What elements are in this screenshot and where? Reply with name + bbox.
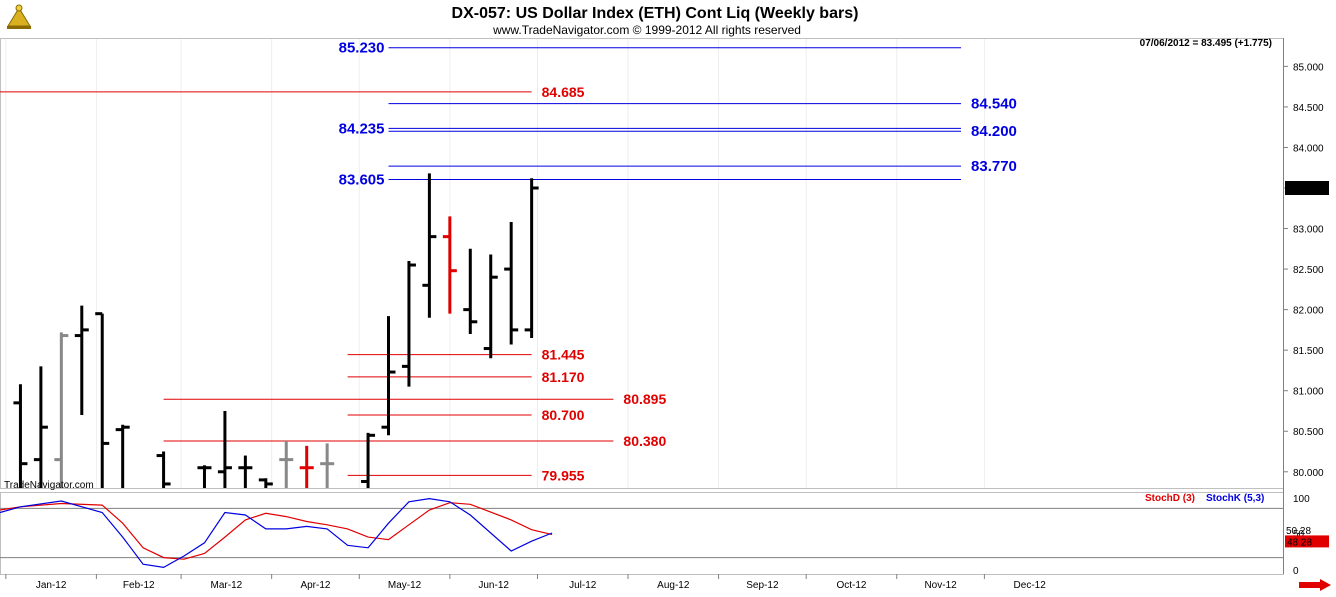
- level-label: 80.700: [542, 407, 585, 423]
- y-tick-label: 80.000: [1293, 468, 1324, 479]
- level-lines: 85.230 84.685 84.540 84.235 84.200 83.770 83.6…: [0, 40, 1017, 483]
- x-tick-label: Jan-12: [36, 580, 67, 591]
- x-tick-label: Oct-12: [836, 580, 866, 591]
- current-value-box: [1285, 181, 1329, 195]
- y-tick-label: 81.500: [1293, 346, 1324, 357]
- y-tick-label: 80.500: [1293, 427, 1324, 438]
- x-tick-label: Apr-12: [300, 580, 330, 591]
- y-tick-label: 85.000: [1293, 62, 1324, 73]
- y-tick-label: 81.000: [1293, 387, 1324, 398]
- ohlc-bar: [299, 445, 314, 488]
- level-label: 83.770: [971, 158, 1017, 175]
- y-tick-label: 84.500: [1293, 103, 1324, 114]
- stoch-y-label: 0: [1293, 566, 1299, 577]
- ohlc-bar: [13, 384, 28, 488]
- x-tick-label: Sep-12: [746, 580, 779, 591]
- ohlc-bar: [258, 478, 273, 488]
- level-label: 81.170: [542, 369, 585, 385]
- level-label: 85.230: [339, 40, 385, 57]
- ohlc-bar: [381, 316, 396, 436]
- stoch-line-k: [0, 497, 553, 569]
- level-label: 80.380: [623, 433, 666, 449]
- ohlc-bar: [524, 178, 539, 338]
- scroll-right-button[interactable]: [1298, 578, 1332, 592]
- y-tick-label: 82.000: [1293, 306, 1324, 317]
- ohlc-bar: [361, 432, 376, 488]
- price-panel: [0, 38, 1284, 575]
- level-label: 84.540: [971, 96, 1017, 113]
- ohlc-bar: [74, 305, 89, 416]
- date-axis: Jan-12 Feb-12 Mar-12 Apr-12 May-12 Jun-12 Jul-…: [5, 574, 1047, 591]
- ohlc-bar: [217, 410, 232, 488]
- logo-icon: [4, 2, 34, 32]
- y-tick-label: 83.000: [1293, 225, 1324, 236]
- level-label: 83.605: [339, 171, 385, 188]
- level-label: 79.955: [542, 467, 585, 483]
- level-label: 81.445: [542, 347, 585, 363]
- stoch-line-d: [0, 502, 553, 560]
- ohlc-bar: [401, 260, 416, 387]
- ohlc-bars: [13, 173, 539, 488]
- watermark: TradeNavigator.com: [4, 480, 94, 491]
- ohlc-bar: [504, 222, 519, 345]
- x-tick-label: Mar-12: [211, 580, 243, 591]
- x-tick-label: Feb-12: [123, 580, 155, 591]
- price-panel-frame: [0, 38, 1284, 489]
- stoch-k-value: 50.28: [1286, 526, 1311, 537]
- y-tick-label: 82.500: [1293, 265, 1324, 276]
- stoch-y-label: 50: [1293, 529, 1305, 540]
- ohlc-bar: [238, 455, 253, 488]
- ohlc-bar: [115, 424, 130, 488]
- ohlc-bar: [54, 332, 69, 488]
- ohlc-bar: [95, 312, 110, 488]
- ohlc-bar: [483, 254, 498, 359]
- ohlc-bar: [320, 443, 335, 488]
- ohlc-bar: [33, 366, 48, 488]
- stoch-y-label: 100: [1293, 494, 1310, 505]
- chart-grid: [5, 38, 985, 488]
- last-price-info: 07/06/2012 = 83.495 (+1.775): [1140, 38, 1272, 49]
- arrow-right-icon: [1299, 579, 1331, 591]
- level-label: 80.895: [623, 391, 666, 407]
- chart-title: DX-057: US Dollar Index (ETH) Cont Liq (…: [452, 5, 859, 22]
- ohlc-bar: [197, 465, 212, 488]
- x-tick-label: May-12: [388, 580, 422, 591]
- y-tick-label: 84.000: [1293, 143, 1324, 154]
- price-axis: 85.00084.50084.00083.50083.00082.50082.0…: [1283, 62, 1329, 479]
- legend-stoch-k: StochK (5,3): [1206, 493, 1264, 504]
- legend-stoch-d: StochD (3): [1145, 493, 1195, 504]
- stoch-d-value-box: [1285, 535, 1329, 548]
- level-label: 84.685: [542, 84, 585, 100]
- ohlc-bar: [463, 248, 478, 334]
- ohlc-bar: [442, 216, 457, 314]
- x-tick-label: Nov-12: [924, 580, 957, 591]
- stoch-panel-frame: [0, 492, 1284, 575]
- x-tick-label: Jul-12: [569, 580, 597, 591]
- stoch-d-value: 48.28: [1287, 537, 1312, 548]
- x-tick-label: Jun-12: [478, 580, 509, 591]
- x-tick-label: Aug-12: [657, 580, 690, 591]
- current-value-label: 83.495: [1287, 184, 1318, 195]
- ohlc-bar: [156, 451, 171, 488]
- copyright-text: www.TradeNavigator.com © 1999-2012 All r…: [492, 23, 801, 37]
- ohlc-bar: [279, 440, 294, 488]
- x-tick-label: Dec-12: [1014, 580, 1047, 591]
- level-label: 84.235: [339, 120, 385, 137]
- ohlc-bar: [422, 173, 437, 318]
- level-label: 84.200: [971, 123, 1017, 140]
